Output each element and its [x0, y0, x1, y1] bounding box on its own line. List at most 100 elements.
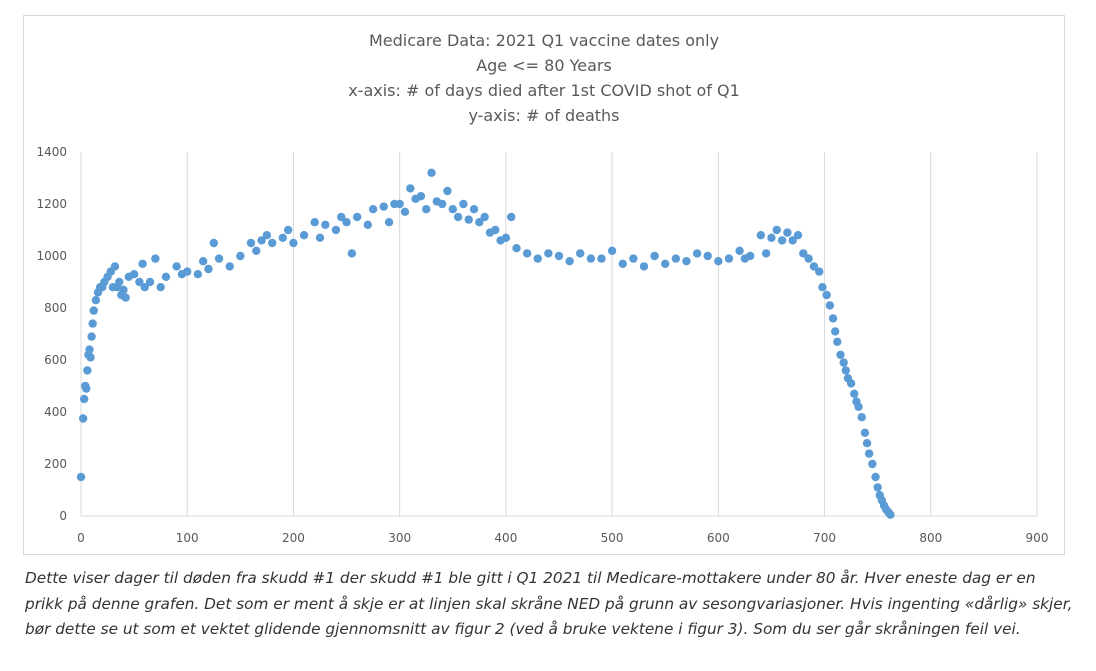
data-point: [347, 249, 357, 258]
data-point: [809, 262, 819, 271]
data-point: [871, 472, 880, 482]
data-point: [850, 389, 859, 398]
data-point: [854, 402, 863, 411]
data-point: [406, 184, 415, 193]
data-point: [337, 212, 346, 222]
x-tick-label: 0: [77, 531, 85, 545]
data-point: [115, 277, 124, 287]
x-tick-label: 900: [1026, 531, 1049, 545]
chart-title-line: Age <= 80 Years: [476, 56, 612, 75]
x-tick-label: 200: [282, 531, 305, 545]
data-point: [828, 314, 838, 323]
data-point: [735, 246, 744, 255]
chart-title-line: y-axis: # of deaths: [468, 106, 619, 125]
data-point: [846, 379, 856, 388]
x-tick-label: 100: [176, 531, 199, 545]
data-point: [379, 202, 388, 211]
data-point: [315, 233, 325, 242]
data-point: [469, 205, 479, 214]
data-point: [788, 236, 797, 245]
data-point: [597, 254, 606, 263]
data-point: [480, 212, 489, 222]
y-tick-label: 600: [44, 353, 67, 367]
data-point: [83, 366, 92, 375]
data-point: [629, 254, 638, 263]
y-tick-label: 1000: [36, 249, 67, 263]
data-point: [724, 254, 734, 263]
data-point: [87, 332, 96, 341]
data-point: [448, 205, 457, 214]
data-point: [257, 236, 266, 245]
data-point: [310, 218, 319, 227]
data-point: [868, 459, 877, 469]
data-point: [246, 238, 256, 248]
scatter-chart: Medicare Data: 2021 Q1 vaccine dates onl…: [36, 31, 1048, 545]
data-point: [491, 225, 500, 235]
data-point: [862, 439, 872, 448]
data-point: [299, 231, 309, 240]
data-point: [746, 251, 755, 261]
data-point: [661, 259, 670, 268]
data-point: [135, 277, 144, 287]
data-point: [342, 218, 351, 227]
data-point: [841, 366, 850, 375]
data-point: [639, 262, 649, 271]
y-tick-label: 200: [44, 457, 67, 471]
data-point: [576, 249, 585, 258]
data-point: [825, 301, 835, 310]
data-point: [121, 293, 130, 302]
data-point: [507, 212, 516, 222]
figure-caption: Dette viser dager til døden fra skudd #1…: [25, 569, 1073, 638]
data-point: [89, 306, 98, 315]
data-point: [783, 228, 792, 237]
data-point: [522, 249, 532, 258]
data-point: [475, 218, 484, 227]
data-point: [804, 254, 813, 263]
data-point: [618, 259, 627, 268]
x-tick-label: 400: [494, 531, 517, 545]
data-point: [864, 449, 874, 458]
data-point: [671, 254, 681, 263]
chart-title-line: x-axis: # of days died after 1st COVID s…: [348, 81, 740, 100]
data-point: [204, 264, 213, 274]
data-point: [145, 277, 155, 287]
data-point: [422, 205, 431, 214]
axes: 0 100 200 300 400 500 600 700 800 900 0 200 400 600 80…: [36, 145, 1048, 545]
data-point: [236, 251, 245, 261]
data-point: [79, 394, 89, 404]
data-point: [443, 186, 452, 196]
data-point: [384, 218, 394, 227]
chart-title-line: Medicare Data: 2021 Q1 vaccine dates onl…: [369, 31, 719, 50]
data-point: [533, 254, 542, 263]
data-point: [252, 246, 261, 255]
data-point: [886, 510, 895, 519]
data-point: [607, 246, 617, 255]
data-point: [86, 353, 95, 362]
y-tick-label: 1400: [36, 145, 67, 159]
data-point: [88, 319, 97, 328]
data-point: [682, 257, 691, 266]
data-point: [703, 251, 712, 261]
data-point: [459, 199, 468, 209]
data-point: [822, 290, 831, 300]
y-tick-label: 0: [59, 509, 67, 523]
x-tick-label: 300: [388, 531, 411, 545]
data-point: [156, 283, 165, 292]
data-point: [830, 327, 840, 336]
grid-lines: [80, 152, 1038, 517]
y-tick-label: 1200: [36, 197, 67, 211]
data-point: [183, 267, 192, 276]
data-point: [772, 225, 781, 235]
data-point: [501, 233, 511, 242]
data-point: [352, 212, 362, 222]
data-point: [799, 249, 808, 258]
data-point: [833, 337, 842, 346]
data-point: [331, 225, 341, 235]
data-point: [815, 267, 824, 276]
data-point: [172, 262, 181, 271]
data-points: [76, 168, 895, 519]
data-point: [363, 220, 372, 229]
data-point: [119, 285, 128, 294]
x-tick-label: 800: [919, 531, 942, 545]
data-point: [437, 199, 447, 209]
